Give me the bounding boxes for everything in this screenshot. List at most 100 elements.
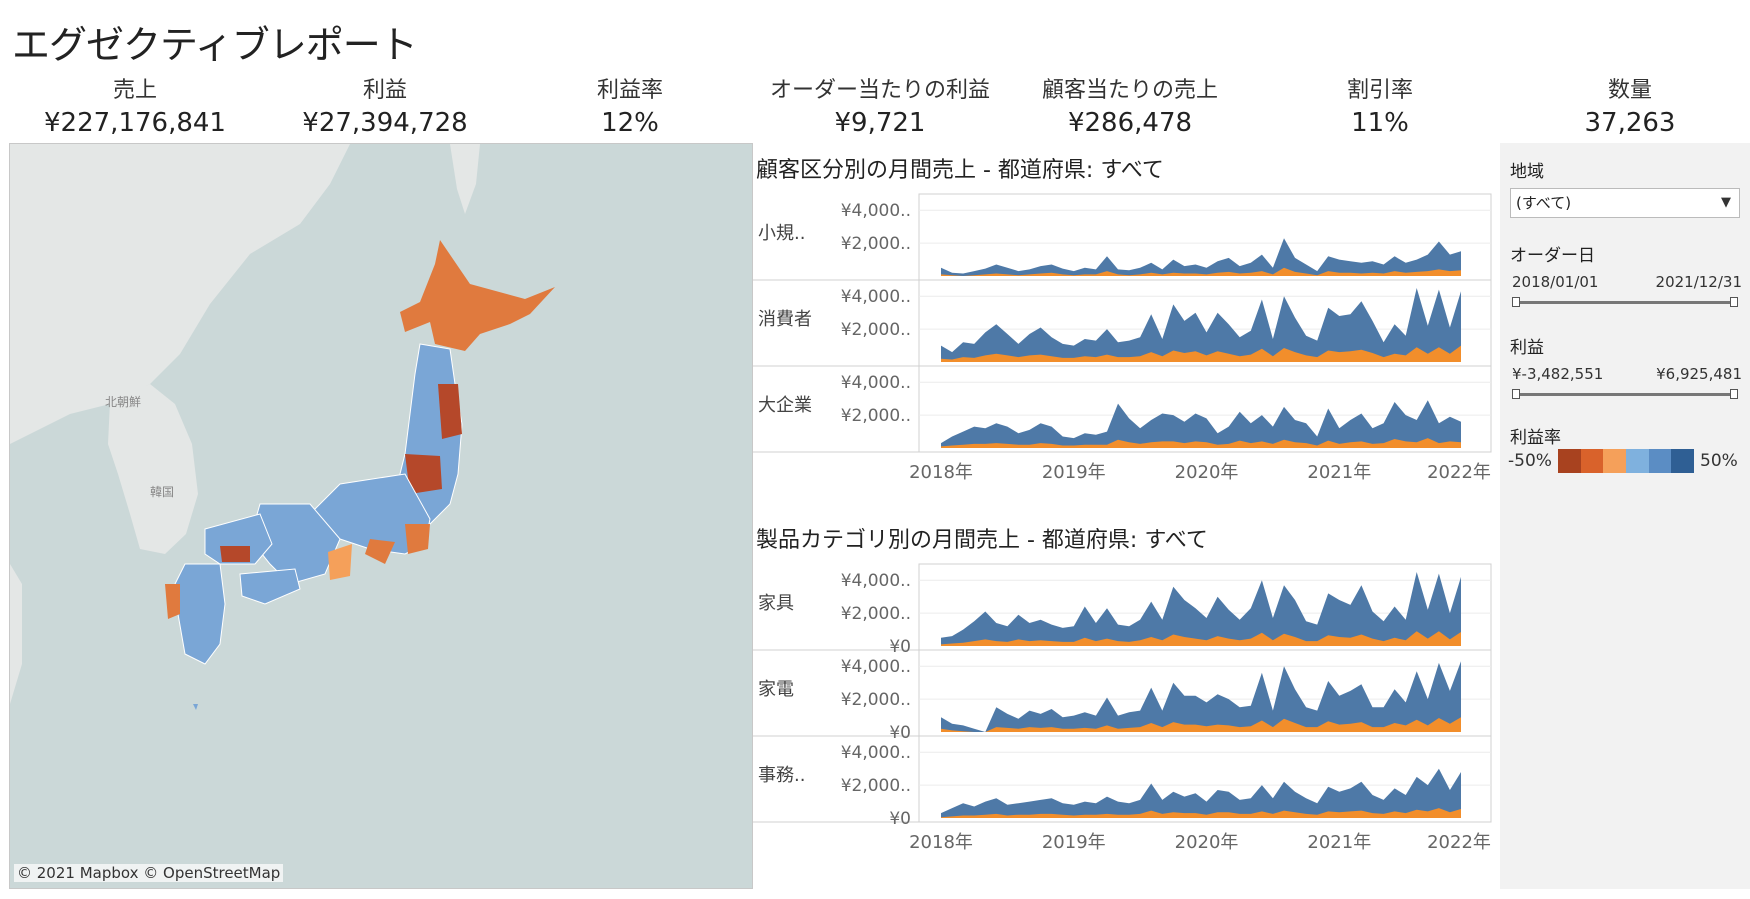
kpi-sales: 売上 ¥227,176,841 (30, 72, 240, 138)
map-attribution: © 2021 Mapbox © OpenStreetMap (14, 864, 284, 882)
y-tick-label: ¥2,000.. (841, 776, 911, 796)
region-dropdown[interactable]: (すべて) ▼ (1510, 188, 1740, 218)
region-nagasaki[interactable] (165, 584, 180, 619)
x-tick-label: 2020年 (1175, 462, 1239, 483)
profit-area-2[interactable] (941, 808, 1461, 818)
kpi-label: 売上 (112, 78, 157, 103)
profit-area-0[interactable] (941, 267, 1461, 276)
kpi-label: 数量 (1607, 78, 1652, 103)
page-title: エグゼクティブレポート (12, 23, 418, 67)
profit-area-0[interactable] (941, 631, 1461, 646)
label-north-korea: 北朝鮮 (105, 395, 141, 409)
x-tick-label: 2018年 (909, 462, 973, 483)
kpi-label: 割引率 (1346, 78, 1413, 103)
y-tick-label: ¥4,000.. (841, 201, 911, 221)
profit-max: ¥6,925,481 (1656, 365, 1742, 383)
sales-area-0[interactable] (941, 572, 1461, 646)
x-tick-label: 2019年 (1042, 462, 1106, 483)
row-label: 事務.. (758, 765, 805, 786)
chart-frame (918, 193, 1492, 453)
order-date-filter-label: オーダー日 (1510, 246, 1595, 266)
y-tick-label: ¥4,000.. (841, 657, 911, 677)
profit-min: ¥-3,482,551 (1512, 365, 1604, 383)
kpi-value: ¥9,721 (834, 108, 926, 138)
region-yamaguchi[interactable] (220, 546, 250, 562)
region-okinawa[interactable] (193, 704, 198, 710)
legend-swatch (1580, 449, 1604, 473)
kpi-value: ¥227,176,841 (44, 108, 226, 138)
margin-legend-label: 利益率 (1510, 428, 1561, 448)
legend-swatch (1626, 449, 1649, 473)
legend-swatch (1558, 449, 1581, 473)
region-shizuoka[interactable] (365, 539, 395, 564)
y-tick-label: ¥0 (889, 723, 911, 743)
row-label: 小規.. (758, 223, 805, 244)
sales-area-1[interactable] (941, 661, 1461, 732)
row-label: 家具 (758, 593, 794, 614)
continent-land (10, 144, 350, 444)
legend-swatch (1671, 449, 1695, 473)
kpi-profit-per-order: オーダー当たりの利益 ¥9,721 (760, 72, 1000, 138)
sales-area-1[interactable] (941, 288, 1461, 362)
profit-slider-max-handle[interactable] (1730, 389, 1738, 399)
row-label: 消費者 (758, 309, 812, 330)
kpi-value: 12% (601, 108, 659, 138)
y-tick-label: ¥2,000.. (841, 406, 911, 426)
kpi-label: 顧客当たりの売上 (1041, 78, 1218, 103)
order-date-slider-max-handle[interactable] (1730, 297, 1738, 307)
region-dropdown-value: (すべて) (1516, 194, 1572, 212)
margin-color-legend[interactable] (1558, 449, 1695, 473)
y-tick-label: ¥2,000.. (841, 690, 911, 710)
legend-swatch (1648, 449, 1672, 473)
y-tick-label: ¥2,000.. (841, 604, 911, 624)
kpi-profit-ratio: 利益率 12% (540, 72, 720, 138)
label-south-korea: 韓国 (150, 485, 174, 499)
region-chiba[interactable] (405, 524, 430, 554)
order-date-max: 2021/12/31 (1655, 273, 1742, 291)
kpi-sales-per-customer: 顧客当たりの売上 ¥286,478 (1020, 72, 1240, 138)
x-tick-label: 2022年 (1427, 832, 1491, 853)
profit-area-2[interactable] (941, 438, 1461, 448)
sales-area-2[interactable] (941, 768, 1461, 818)
order-date-slider[interactable] (1512, 297, 1738, 307)
product-chart-title: 製品カテゴリ別の月間売上 - 都道府県: すべて (756, 528, 1208, 553)
chevron-down-icon[interactable]: ▼ (1721, 195, 1731, 210)
profit-filter-label: 利益 (1510, 338, 1544, 358)
kpi-quantity: 数量 37,263 (1540, 72, 1720, 138)
region-shikoku[interactable] (239, 568, 301, 605)
order-date-slider-min-handle[interactable] (1512, 297, 1520, 307)
sales-area-2[interactable] (941, 400, 1461, 448)
y-tick-label: ¥2,000.. (841, 234, 911, 254)
region-fukushima[interactable] (405, 454, 442, 494)
kpi-value: ¥27,394,728 (302, 108, 468, 138)
row-label: 大企業 (758, 395, 812, 416)
kpi-label: 利益率 (596, 78, 663, 103)
kpi-value: 37,263 (1584, 108, 1676, 138)
kpi-row: 売上 ¥227,176,841 利益 ¥27,394,728 利益率 12% オ… (0, 72, 1750, 142)
profit-area-1[interactable] (941, 717, 1461, 732)
china-coast-land (10, 564, 22, 704)
y-tick-label: ¥4,000.. (841, 571, 911, 591)
kpi-label: オーダー当たりの利益 (769, 78, 990, 103)
x-tick-label: 2019年 (1042, 832, 1106, 853)
filter-panel: 地域 (すべて) ▼ オーダー日 2018/01/01 2021/12/31 利… (1500, 143, 1750, 889)
y-tick-label: ¥4,000.. (841, 373, 911, 393)
map-canvas[interactable]: 北朝鮮 韓国 (10, 144, 753, 889)
region-iwate[interactable] (438, 384, 462, 439)
legend-swatch (1603, 449, 1627, 473)
profit-slider[interactable] (1512, 389, 1738, 399)
x-tick-label: 2021年 (1307, 832, 1371, 853)
region-hokkaido[interactable] (400, 240, 555, 351)
sakhalin-land (450, 144, 480, 214)
region-mie[interactable] (328, 544, 352, 580)
product-category-chart[interactable]: 家具 ¥4,000.. ¥2,000.. ¥0 家電 ¥4,000.. ¥2,000.. ¥0… (753, 560, 1495, 890)
japan-map[interactable]: 北朝鮮 韓国 © 2021 Mapbox © OpenStreetMap (9, 143, 753, 889)
order-date-min: 2018/01/01 (1512, 273, 1599, 291)
profit-area-1[interactable] (941, 345, 1461, 362)
kpi-label: 利益 (362, 78, 407, 103)
profit-slider-min-handle[interactable] (1512, 389, 1520, 399)
sales-area-0[interactable] (941, 238, 1461, 276)
customer-segment-chart[interactable]: 小規.. ¥4,000.. ¥2,000.. 消費者 ¥4,000.. ¥2,000.. 大… (753, 190, 1495, 520)
y-tick-label: ¥4,000.. (841, 743, 911, 763)
kpi-profit: 利益 ¥27,394,728 (280, 72, 490, 138)
